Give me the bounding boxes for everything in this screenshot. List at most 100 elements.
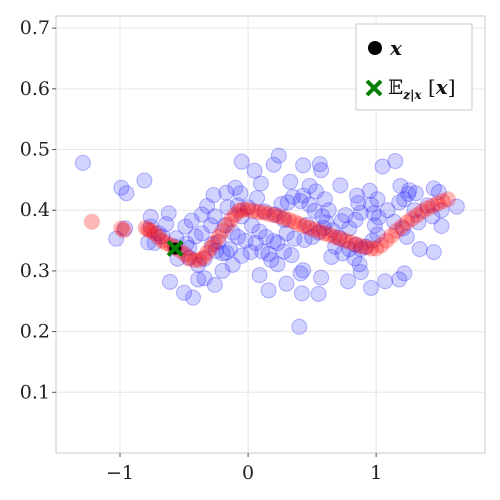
x-point bbox=[177, 218, 194, 235]
x-point bbox=[251, 223, 268, 240]
x-point bbox=[227, 179, 244, 196]
x-point bbox=[237, 232, 254, 249]
y-tick-label: 0.1 bbox=[20, 381, 50, 403]
x-point bbox=[254, 243, 271, 260]
expectation-point bbox=[255, 204, 272, 221]
x-point bbox=[410, 214, 427, 231]
x-point bbox=[275, 243, 292, 260]
expectation-point bbox=[146, 225, 163, 242]
x-point bbox=[295, 262, 312, 279]
expectation-point bbox=[265, 207, 282, 224]
expectation-point bbox=[227, 206, 244, 223]
expectation-point bbox=[342, 234, 359, 251]
expectation-point bbox=[439, 191, 456, 208]
expectation-point bbox=[347, 236, 364, 253]
legend-box bbox=[355, 23, 473, 111]
x-point bbox=[364, 232, 381, 249]
expectation-point bbox=[223, 211, 240, 228]
x-point bbox=[146, 234, 163, 251]
x-point bbox=[314, 208, 331, 225]
expectation-point bbox=[434, 193, 451, 210]
x-point bbox=[136, 172, 153, 189]
x-point bbox=[351, 256, 368, 273]
x-point bbox=[295, 157, 312, 174]
x-point bbox=[307, 183, 324, 200]
x-point bbox=[260, 245, 277, 262]
x-point bbox=[208, 242, 225, 259]
x-point bbox=[341, 220, 358, 237]
expectation-point bbox=[388, 222, 405, 239]
x-tick-label: −1 bbox=[106, 462, 134, 484]
x-point bbox=[304, 228, 321, 245]
expectation-point bbox=[234, 201, 251, 218]
expectation-point bbox=[177, 246, 194, 263]
expectation-point bbox=[373, 237, 390, 254]
y-tick-label: 0.5 bbox=[20, 139, 50, 161]
x-point bbox=[154, 228, 171, 245]
expectation-point bbox=[231, 202, 248, 219]
x-point bbox=[306, 202, 323, 219]
x-point bbox=[433, 202, 450, 219]
x-point bbox=[193, 206, 210, 223]
y-tick-label: 0.6 bbox=[20, 78, 50, 100]
expectation-point bbox=[113, 220, 130, 237]
x-point bbox=[369, 226, 386, 243]
x-point bbox=[249, 190, 266, 207]
expectation-point bbox=[357, 239, 374, 256]
x-point bbox=[293, 285, 310, 302]
x-point bbox=[113, 179, 130, 196]
expectation-point bbox=[142, 222, 159, 239]
x-point bbox=[265, 233, 282, 250]
expectation-point bbox=[181, 250, 198, 267]
expectation-point bbox=[322, 227, 339, 244]
legend-dot-icon bbox=[368, 41, 382, 55]
x-point bbox=[206, 276, 223, 293]
x-point bbox=[222, 241, 239, 258]
x-point bbox=[242, 244, 259, 261]
x-point bbox=[310, 285, 327, 302]
expectation-point bbox=[316, 225, 333, 242]
x-point bbox=[140, 234, 157, 251]
x-point bbox=[161, 273, 178, 290]
x-point bbox=[269, 256, 286, 273]
expectation-point bbox=[327, 228, 344, 245]
x-points bbox=[74, 147, 465, 335]
expectation-point bbox=[291, 216, 308, 233]
expectation-point bbox=[363, 240, 380, 257]
highlighted-expectation-cross bbox=[166, 240, 184, 257]
x-point bbox=[348, 187, 365, 204]
x-point bbox=[243, 217, 260, 234]
x-point bbox=[202, 217, 219, 234]
x-point bbox=[150, 225, 167, 242]
expectation-point bbox=[409, 207, 426, 224]
x-point bbox=[158, 216, 175, 233]
x-point bbox=[291, 318, 308, 335]
x-point bbox=[352, 241, 369, 258]
x-point bbox=[193, 225, 210, 242]
x-point bbox=[363, 196, 380, 213]
x-point bbox=[219, 199, 236, 216]
x-point bbox=[295, 187, 312, 204]
x-point bbox=[352, 264, 369, 281]
x-point bbox=[366, 217, 383, 234]
x-point bbox=[301, 177, 318, 194]
x-point bbox=[284, 188, 301, 205]
x-tick-label: 1 bbox=[370, 462, 382, 484]
x-point bbox=[396, 191, 413, 208]
expectation-point bbox=[296, 218, 313, 235]
x-point bbox=[247, 234, 264, 251]
expectation-point bbox=[337, 232, 354, 249]
expectation-point bbox=[301, 219, 318, 236]
x-point bbox=[181, 249, 198, 266]
x-point bbox=[363, 279, 380, 296]
x-point bbox=[229, 197, 246, 214]
x-point bbox=[391, 271, 408, 288]
x-point bbox=[224, 224, 241, 241]
x-point bbox=[199, 197, 216, 214]
x-point bbox=[365, 205, 382, 222]
expectation-point bbox=[186, 251, 203, 268]
x-point bbox=[183, 212, 200, 229]
x-point bbox=[190, 256, 207, 273]
x-point bbox=[142, 208, 159, 225]
x-point bbox=[369, 191, 386, 208]
